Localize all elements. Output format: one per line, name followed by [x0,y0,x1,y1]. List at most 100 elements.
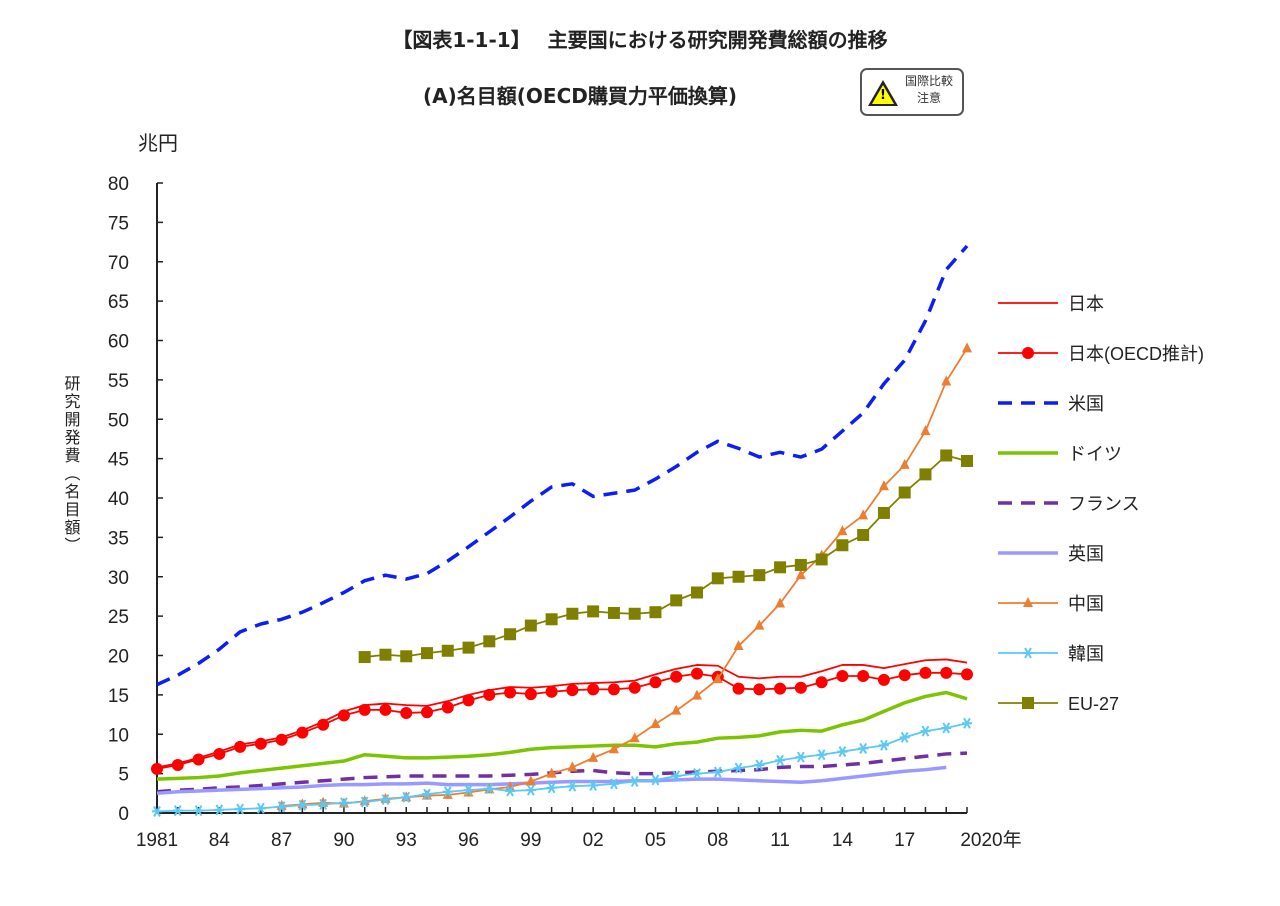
y-axis-label: 研究開発費（名目額） [62,375,81,555]
y-tick-label: 0 [118,804,129,825]
data-point-star [650,774,661,786]
data-point-star [401,791,412,803]
data-point-circle [732,682,745,695]
data-point-triangle [712,673,723,684]
data-point-star [152,805,162,817]
data-point-square [566,607,579,620]
data-point-star [172,805,183,817]
data-point-star [380,794,391,806]
x-tick-label: 02 [583,830,604,851]
data-point-circle [379,703,392,716]
data-point-circle [234,740,247,753]
data-point-star [899,731,910,743]
data-point-square [919,468,932,481]
data-point-circle [254,737,267,750]
data-point-star [754,759,765,771]
data-point-star [588,779,599,791]
data-point-square [400,650,413,663]
data-point-circle [504,686,517,699]
data-point-circle [711,670,724,683]
y-tick-label: 50 [108,410,129,431]
data-point-star [837,746,848,758]
data-point-star [567,780,578,792]
data-point-triangle [754,619,765,630]
data-point-triangle [401,791,412,802]
data-point-square [462,641,475,654]
data-point-star [920,725,931,737]
data-point-square [836,539,849,552]
data-point-triangle [692,689,702,700]
data-point-star [546,782,557,794]
data-point-square [441,644,454,657]
series-line-8 [364,454,968,658]
legend-label: 日本 [1068,294,1104,314]
data-point-circle [213,747,226,760]
series-line-1 [156,671,968,770]
data-point-triangle [546,767,557,778]
data-point-square [483,635,496,648]
series-line-7 [156,722,968,813]
data-point-star [525,784,536,796]
data-point-star [359,796,370,808]
data-point-circle [898,669,911,682]
data-point-star [692,768,702,780]
data-point-circle [857,669,870,682]
y-tick-label: 35 [108,528,129,549]
data-point-square [940,449,953,462]
data-point-square [711,572,724,585]
data-point-circle [566,684,579,697]
x-tick-label: 05 [645,830,666,851]
data-point-circle [524,688,537,701]
data-point-circle [275,733,288,746]
legend-label: 中国 [1068,594,1104,614]
x-tick-label: 99 [520,830,541,851]
data-point-star [733,762,744,774]
data-point-star [442,786,453,798]
data-point-star [505,785,516,797]
data-point-star [858,742,869,754]
data-point-triangle [795,569,806,580]
data-point-square [545,613,558,626]
data-point-star [775,754,786,766]
y-tick-label: 70 [108,253,129,274]
data-point-circle [171,758,184,771]
data-point-star [484,783,495,795]
data-point-circle [462,694,475,707]
x-tick-label: 11 [770,830,790,851]
data-point-square [774,561,787,574]
data-point-star [629,775,640,788]
data-point-square [358,651,371,664]
x-tick-label: 1981 [136,830,178,851]
data-point-star [878,739,889,751]
data-point-circle [192,753,205,766]
series-line-3 [156,690,968,781]
data-point-star [318,798,329,810]
data-point-triangle [878,480,889,491]
x-tick-label: 84 [209,830,231,851]
data-point-circle [587,683,600,696]
data-point-star [193,805,204,817]
data-point-star [422,788,432,800]
data-point-square [691,586,703,599]
legend-label: ドイツ [1068,444,1122,464]
data-point-circle [358,703,371,716]
data-point-square [815,553,828,566]
data-point-triangle [733,640,744,651]
series-line-4 [156,751,968,794]
y-tick-label: 15 [108,686,129,707]
y-tick-label: 5 [118,765,129,786]
data-point-star [816,749,827,761]
y-tick-label: 25 [108,607,129,628]
data-point-star [608,778,619,790]
data-point-triangle [359,795,370,806]
data-point-square [504,628,517,641]
data-point-triangle [463,786,474,797]
y-tick-label: 75 [108,213,129,234]
data-point-square [524,619,537,632]
data-point-circle [649,676,662,689]
data-point-square [794,558,807,571]
data-point-square [753,569,766,582]
series-line-6 [281,347,968,807]
data-point-circle [441,701,454,714]
